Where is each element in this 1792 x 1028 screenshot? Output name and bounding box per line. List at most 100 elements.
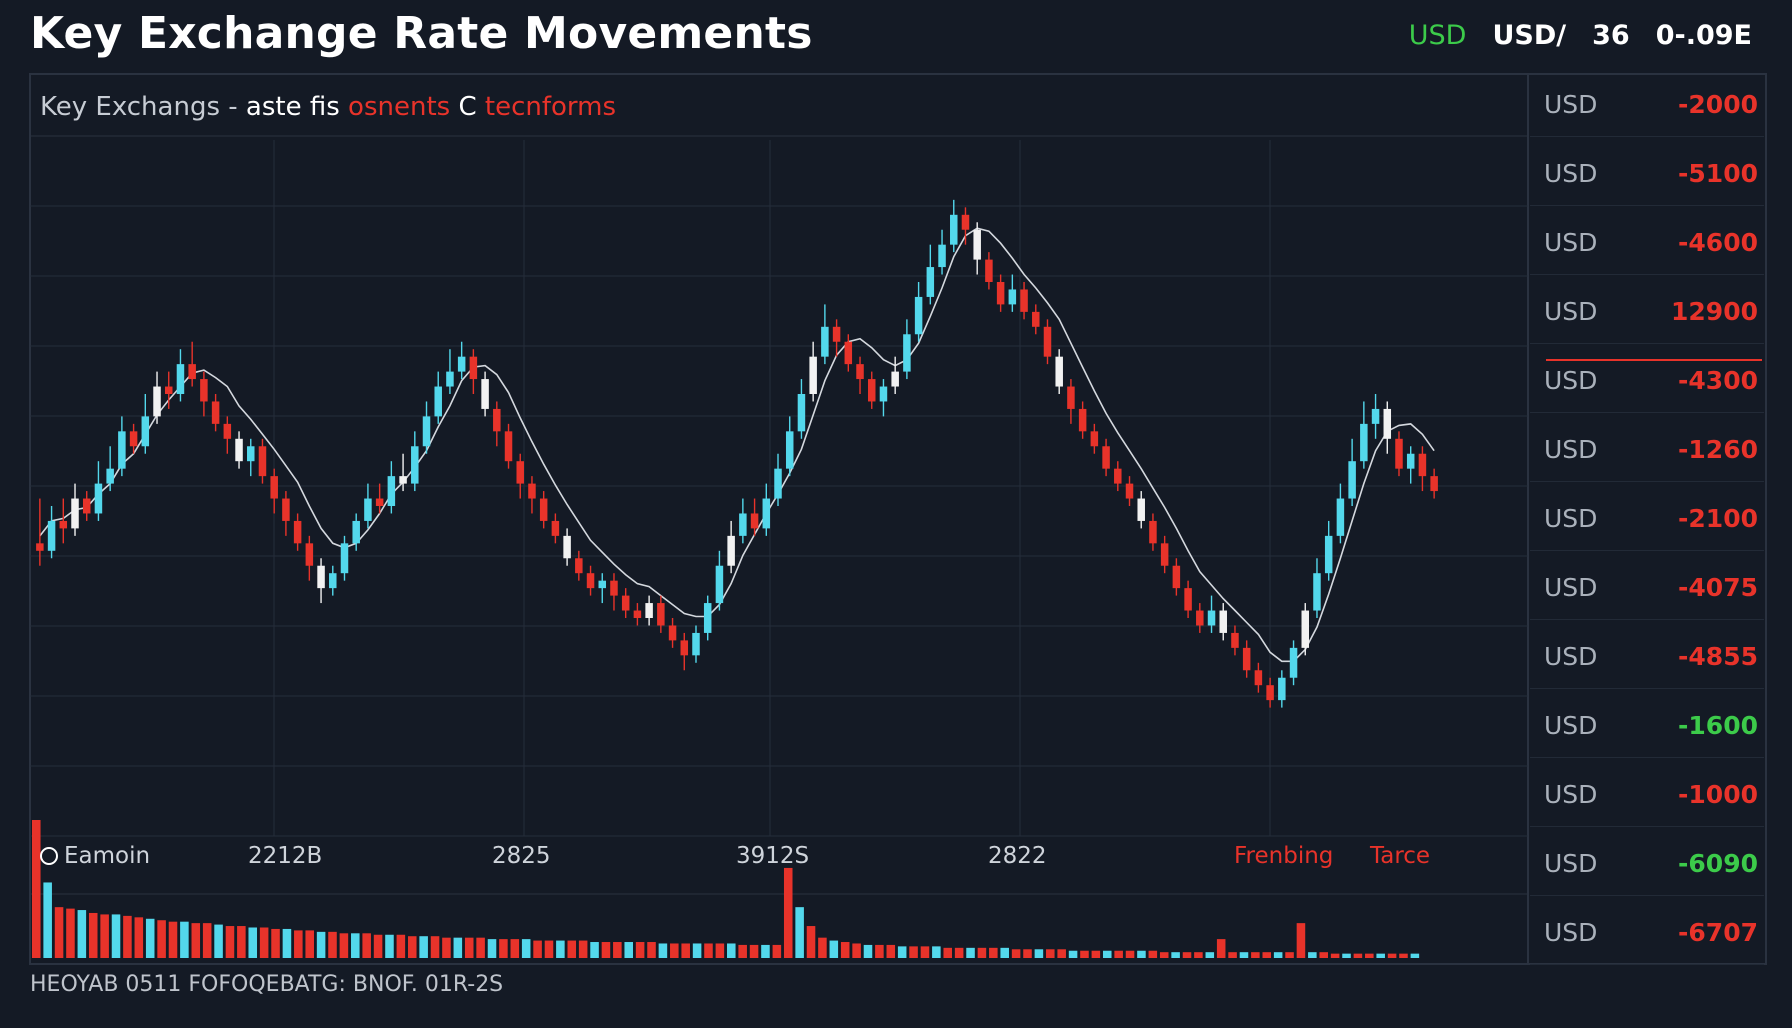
- volume-bar: [875, 944, 884, 958]
- volume-bar: [168, 921, 178, 958]
- candle-body: [247, 446, 255, 462]
- volume-bar: [487, 939, 497, 958]
- volume-bar: [863, 944, 873, 958]
- candle-body: [1032, 311, 1040, 327]
- candle-body: [493, 408, 501, 432]
- candle-body: [36, 543, 44, 551]
- volume-bar: [1080, 950, 1089, 958]
- candle-body: [1114, 468, 1122, 484]
- volume-bar: [362, 933, 371, 958]
- volume-bar: [966, 947, 975, 958]
- candle-body: [469, 356, 478, 380]
- volume-bar: [704, 943, 713, 958]
- volume-bar: [977, 947, 987, 958]
- volume-bar: [1228, 952, 1237, 958]
- x-tick-label: 3912S: [736, 843, 810, 869]
- candle-body: [129, 431, 138, 447]
- volume-bar: [237, 926, 246, 958]
- rate-value: -4600: [1678, 228, 1758, 257]
- legend-item-tarce[interactable]: Tarce: [1370, 843, 1431, 869]
- rate-currency: USD: [1544, 573, 1598, 602]
- ticker-currency[interactable]: USD: [1408, 20, 1467, 51]
- candle-body: [1242, 647, 1251, 671]
- candle-body: [1137, 498, 1145, 521]
- volume-bar: [1023, 949, 1032, 958]
- volume-bar: [225, 926, 235, 958]
- candle-body: [329, 573, 337, 589]
- candle-body: [739, 513, 747, 536]
- candle-body: [164, 386, 173, 394]
- subtitle-part: Key Exchangs -: [40, 92, 246, 122]
- legend-item-eamoin[interactable]: Eamoin: [40, 843, 150, 869]
- candle-body: [411, 446, 419, 484]
- footer-caption: HEOYAB 0511 FOFOQEBATG: BNOF. 01R-2S: [30, 972, 504, 997]
- rate-value: -2000: [1678, 90, 1758, 119]
- rate-row[interactable]: USD 12900: [1530, 281, 1764, 344]
- rate-value: -6707: [1678, 918, 1758, 947]
- volume-bar: [1137, 950, 1146, 958]
- candle-body: [692, 632, 700, 656]
- candle-body: [1383, 408, 1392, 439]
- volume-bar: [715, 943, 725, 958]
- candle-body: [422, 416, 431, 447]
- volume-bar: [248, 927, 258, 958]
- rate-row[interactable]: USD -2100: [1530, 488, 1764, 551]
- candle-body: [387, 476, 396, 506]
- volume-bar: [499, 939, 508, 958]
- moving-average-line: [39, 227, 1435, 663]
- rate-currency: USD: [1544, 90, 1598, 119]
- rate-row[interactable]: USD -1000: [1530, 764, 1764, 827]
- candle-body: [551, 520, 560, 536]
- volume-bar: [328, 931, 337, 958]
- rate-value: -2100: [1678, 504, 1758, 533]
- rate-row[interactable]: USD -4075: [1530, 557, 1764, 620]
- rate-value: -1260: [1678, 435, 1758, 464]
- rate-currency: USD: [1544, 504, 1598, 533]
- candle-body: [305, 543, 314, 566]
- rate-row[interactable]: USD -4855: [1530, 626, 1764, 689]
- volume-bar: [453, 937, 463, 958]
- volume-bar: [373, 934, 383, 958]
- candle-body: [118, 431, 126, 469]
- candle-body: [856, 364, 864, 380]
- candle-body: [844, 341, 853, 365]
- candle-body: [516, 461, 524, 484]
- candle-body: [539, 498, 548, 521]
- volume-bar: [1308, 952, 1317, 958]
- candle-body: [891, 371, 899, 387]
- rate-value: 12900: [1671, 297, 1758, 326]
- candle-body: [961, 214, 970, 230]
- candle-body: [821, 326, 829, 357]
- volume-bar: [829, 940, 839, 958]
- volume-bar: [1046, 949, 1055, 958]
- rate-row[interactable]: USD -1600: [1530, 695, 1764, 758]
- candle-body: [680, 640, 689, 656]
- ticker-pair[interactable]: USD/: [1492, 20, 1567, 51]
- volume-bar: [852, 943, 861, 958]
- volume-bar: [407, 936, 417, 958]
- legend-item-frenbing[interactable]: Frenbing: [1234, 843, 1334, 869]
- volume-bar: [1273, 952, 1283, 958]
- candle-body: [750, 513, 759, 529]
- rate-row[interactable]: USD -6707: [1530, 902, 1764, 965]
- candle-body: [1219, 610, 1227, 633]
- candle-body: [832, 326, 841, 342]
- candle-body: [1418, 453, 1427, 477]
- volume-bar: [567, 940, 577, 958]
- rate-row[interactable]: USD -4300: [1530, 350, 1764, 413]
- rate-row[interactable]: USD -2000: [1530, 74, 1764, 137]
- chart-title: Key Exchange Rate Movements: [30, 8, 813, 59]
- candle-body: [762, 498, 771, 529]
- rate-row[interactable]: USD -1260: [1530, 419, 1764, 482]
- candle-body: [1149, 520, 1157, 544]
- volume-bar: [1205, 952, 1215, 958]
- volume-bar: [897, 946, 907, 958]
- rate-row[interactable]: USD -5100: [1530, 143, 1764, 206]
- candle-body: [59, 520, 68, 529]
- rate-row[interactable]: USD -4600: [1530, 212, 1764, 275]
- volume-bar: [1353, 953, 1363, 958]
- rate-row[interactable]: USD -6090: [1530, 833, 1764, 896]
- volume-bar: [396, 934, 406, 958]
- rate-currency: USD: [1544, 918, 1598, 947]
- volume-bar: [1376, 953, 1385, 958]
